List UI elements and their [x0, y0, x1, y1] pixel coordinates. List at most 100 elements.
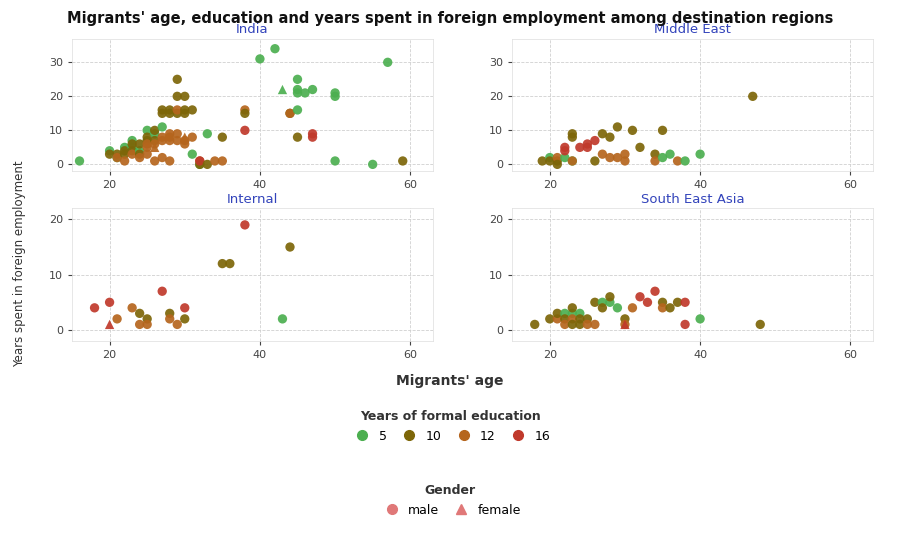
Point [595, 298, 609, 307]
Point [595, 304, 609, 312]
Point [193, 160, 207, 169]
Point [588, 136, 602, 145]
Point [177, 304, 192, 312]
Point [603, 293, 617, 301]
Point [588, 157, 602, 166]
Point [155, 153, 169, 162]
Point [163, 133, 177, 141]
Point [148, 126, 162, 135]
Point [648, 157, 662, 166]
Point [148, 157, 162, 166]
Point [580, 143, 595, 152]
Point [125, 136, 140, 145]
Point [580, 315, 595, 323]
Point [662, 150, 677, 158]
Point [626, 126, 640, 135]
Point [125, 146, 140, 155]
Point [155, 287, 169, 296]
Point [132, 309, 147, 318]
Point [305, 133, 320, 141]
Point [603, 153, 617, 162]
Point [558, 315, 572, 323]
Point [177, 136, 192, 145]
Point [170, 320, 184, 329]
Point [177, 140, 192, 148]
Point [140, 140, 155, 148]
Point [155, 133, 169, 141]
Point [185, 133, 200, 141]
Point [678, 320, 692, 329]
Point [103, 320, 117, 329]
Point [253, 54, 267, 63]
Point [140, 136, 155, 145]
Point [215, 133, 230, 141]
Point [140, 315, 155, 323]
Point [305, 129, 320, 138]
Point [565, 129, 580, 138]
Point [132, 320, 147, 329]
Point [208, 157, 222, 166]
Point [365, 160, 380, 169]
Point [215, 259, 230, 268]
Point [103, 298, 117, 307]
Point [125, 143, 140, 152]
Point [110, 315, 124, 323]
Point [678, 298, 692, 307]
Point [617, 157, 632, 166]
Point [580, 320, 595, 329]
Point [155, 123, 169, 131]
Legend: male, female: male, female [374, 480, 526, 522]
Point [648, 287, 662, 296]
Point [148, 136, 162, 145]
Point [543, 315, 557, 323]
Point [655, 304, 670, 312]
Point [595, 129, 609, 138]
Point [603, 133, 617, 141]
Point [291, 106, 305, 114]
Point [238, 106, 252, 114]
Point [117, 150, 131, 158]
Point [110, 153, 124, 162]
Point [163, 315, 177, 323]
Point [163, 129, 177, 138]
Point [103, 146, 117, 155]
Point [132, 150, 147, 158]
Point [550, 157, 564, 166]
Point [87, 304, 102, 312]
Point [185, 150, 200, 158]
Point [117, 146, 131, 155]
Point [148, 140, 162, 148]
Point [155, 106, 169, 114]
Point [283, 109, 297, 118]
Point [558, 153, 572, 162]
Point [163, 157, 177, 166]
Point [558, 320, 572, 329]
Point [603, 298, 617, 307]
Point [238, 109, 252, 118]
Point [117, 143, 131, 152]
Title: Middle East: Middle East [654, 23, 731, 36]
Point [140, 143, 155, 152]
Point [222, 259, 237, 268]
Point [633, 293, 647, 301]
Point [558, 143, 572, 152]
Point [550, 160, 564, 169]
Point [395, 157, 410, 166]
Point [110, 150, 124, 158]
Point [588, 320, 602, 329]
Point [148, 129, 162, 138]
Point [200, 129, 214, 138]
Point [558, 146, 572, 155]
Point [558, 309, 572, 318]
Point [565, 315, 580, 323]
Point [140, 320, 155, 329]
Point [381, 58, 395, 67]
Point [193, 157, 207, 166]
Point [125, 140, 140, 148]
Point [745, 92, 760, 101]
Point [693, 315, 707, 323]
Point [177, 106, 192, 114]
Point [177, 315, 192, 323]
Point [193, 160, 207, 169]
Point [655, 153, 670, 162]
